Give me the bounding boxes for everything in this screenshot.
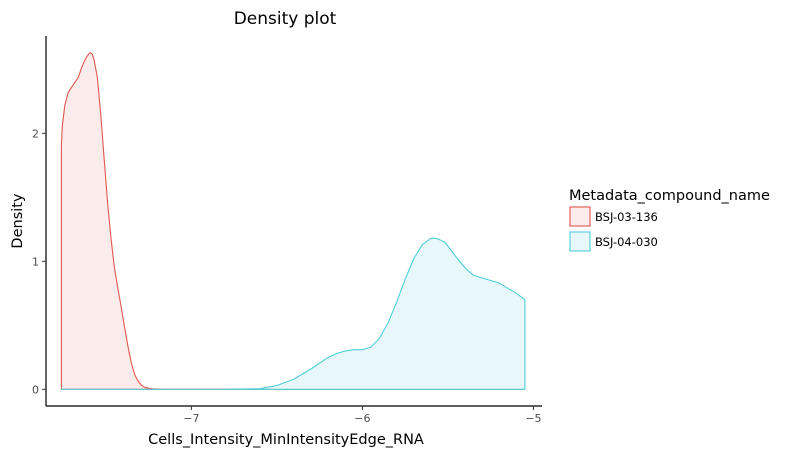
y-tick-label: 0 [32,383,39,396]
x-axis-title: Cells_Intensity_MinIntensityEdge_RNA [148,432,424,448]
y-tick-label: 1 [32,255,39,268]
chart-title: Density plot [234,9,337,29]
legend-items: BSJ-03-136 BSJ-04-030 [569,206,658,252]
x-tick-label: −7 [183,412,199,425]
legend-label: BSJ-04-030 [595,235,658,249]
y-tick-label: 2 [32,127,39,140]
x-tick-label: −5 [525,412,541,425]
legend-title: Metadata_compound_name [569,188,770,204]
density-area-series-2 [60,237,526,390]
legend-swatch [569,206,591,227]
x-axis-ticks: −7 −6 −5 [183,406,542,425]
legend-swatch [569,231,591,252]
legend: Metadata_compound_name BSJ-03-136 BSJ-04-… [569,188,770,252]
y-axis-ticks: 0 1 2 [32,127,46,396]
plot-area [60,52,526,390]
legend-label: BSJ-03-136 [595,210,658,224]
x-tick-label: −6 [354,412,370,425]
y-axis-title: Density [10,193,26,249]
